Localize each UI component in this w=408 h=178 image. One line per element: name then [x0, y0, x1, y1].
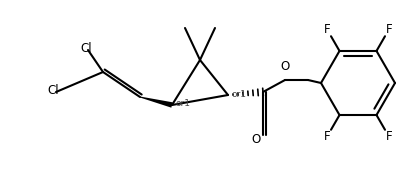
Text: F: F [386, 23, 392, 36]
Text: F: F [324, 130, 330, 143]
Text: O: O [280, 60, 290, 73]
Text: Cl: Cl [47, 85, 59, 98]
Text: Cl: Cl [80, 43, 92, 56]
Polygon shape [140, 96, 173, 108]
Text: F: F [386, 130, 392, 143]
Text: F: F [324, 23, 330, 36]
Text: or1: or1 [231, 90, 246, 99]
Text: or1: or1 [176, 99, 191, 108]
Text: O: O [251, 133, 261, 146]
